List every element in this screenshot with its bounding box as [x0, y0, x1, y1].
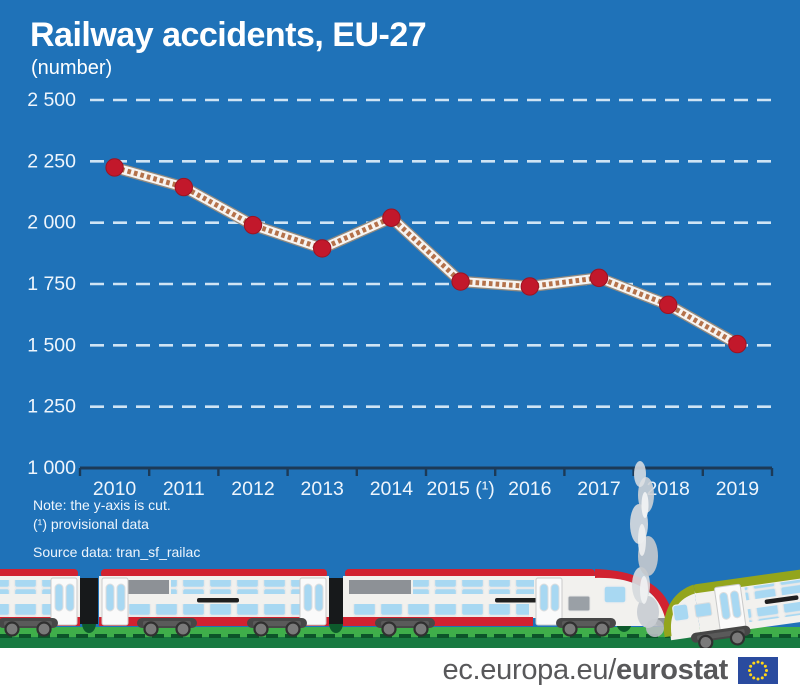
footer: ec.europa.eu/eurostat — [0, 648, 800, 692]
x-axis-tick-label: 2011 — [163, 478, 205, 500]
x-axis-tick-label: 2010 — [93, 478, 137, 500]
x-axis-tick-label: 2018 — [647, 478, 690, 500]
railway-accidents-line-chart: 2 500 2 250 2 000 1 750 1 500 1 250 1 000 2010 2… — [27, 89, 774, 500]
y-axis-tick-label: 1 250 — [27, 396, 76, 418]
smoke-plume — [630, 461, 664, 637]
data-point — [589, 268, 609, 288]
data-line-track — [113, 165, 739, 347]
y-axis-tick-label: 2 000 — [27, 212, 76, 234]
data-point — [659, 295, 678, 315]
data-point — [174, 177, 194, 197]
data-point — [313, 239, 332, 258]
data-point — [105, 158, 124, 177]
x-axis-tick-label: 2013 — [301, 478, 344, 500]
y-axis-tick-label: 1 000 — [27, 457, 76, 479]
y-axis-tick-label: 2 500 — [27, 89, 76, 111]
x-axis-tick-label: 2019 — [716, 478, 759, 500]
page-title: Railway accidents, EU-27 — [30, 16, 427, 54]
footer-url-bold: eurostat — [615, 653, 728, 686]
green-train — [663, 568, 800, 648]
y-axis-tick-label: 1 750 — [27, 273, 76, 295]
chart-notes: Note: the y-axis is cut. (¹) provisional… — [33, 496, 171, 534]
footer-url-regular: ec.europa.eu/ — [442, 653, 617, 686]
train-collision-illustration — [0, 461, 800, 648]
data-point — [382, 208, 401, 227]
x-axis-tick-label: 2012 — [231, 478, 274, 500]
y-axis-tick-label: 2 250 — [27, 150, 76, 172]
x-axis-tick-label: 2017 — [577, 478, 620, 500]
source-data-label: Source data: tran_sf_railac — [33, 544, 201, 560]
footer-url: ec.europa.eu/eurostat — [442, 653, 729, 687]
x-axis-tick-label: 2016 — [508, 478, 551, 500]
note-line-1: Note: the y-axis is cut. — [33, 497, 171, 513]
y-axis-tick-label: 1 500 — [27, 334, 76, 356]
eu-flag-icon — [738, 656, 778, 684]
x-axis-tick-label: 2014 — [370, 478, 414, 500]
data-point — [728, 334, 747, 354]
eu-flag-stars — [748, 660, 768, 680]
chart-unit-subtitle: (number) — [31, 57, 113, 79]
data-point — [243, 215, 263, 235]
note-line-2: (¹) provisional data — [33, 516, 149, 532]
data-line-track — [108, 161, 744, 350]
x-axis-tick-label: 2015 (¹) — [426, 478, 494, 500]
data-point — [451, 272, 470, 291]
data-point — [520, 277, 539, 296]
